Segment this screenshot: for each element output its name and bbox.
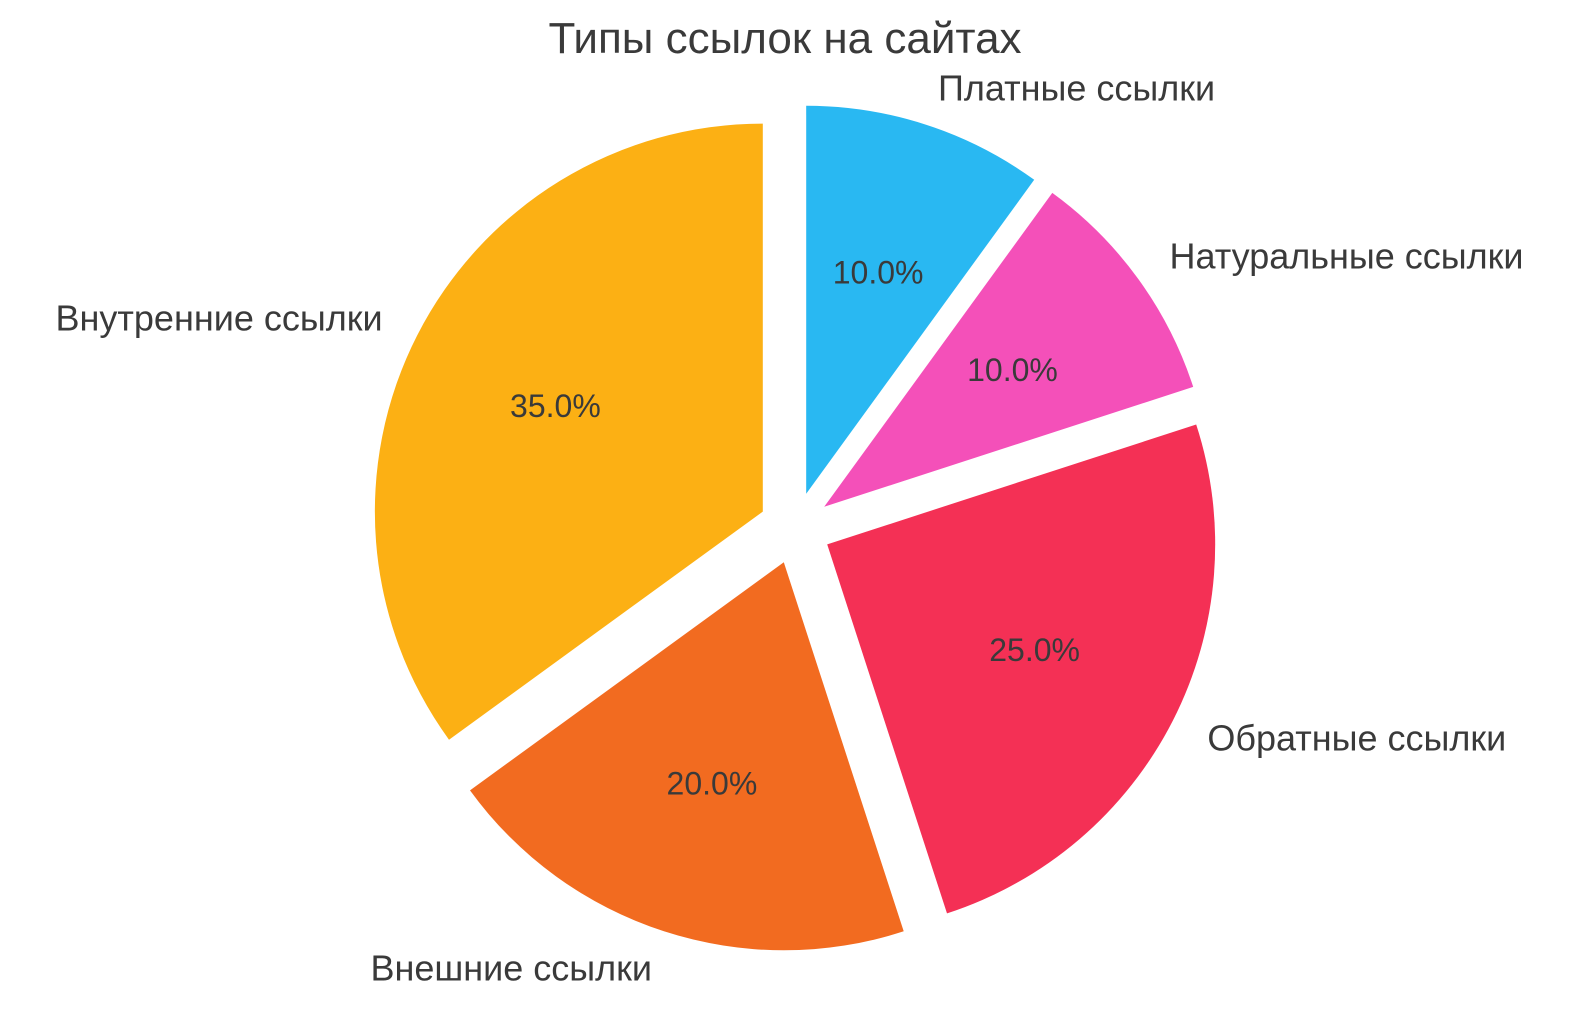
pie-percentage-labels: 10.0% 10.0% 25.0% 20.0% 35.0% bbox=[510, 254, 1080, 801]
pie-slice-4 bbox=[374, 123, 763, 740]
pie-pct-label-2: 25.0% bbox=[989, 632, 1080, 668]
pie-pct-label-3: 20.0% bbox=[667, 766, 758, 802]
pie-slices bbox=[374, 105, 1216, 951]
chart-title: Типы ссылок на сайтах bbox=[548, 14, 1021, 63]
pie-pct-label-0: 10.0% bbox=[833, 254, 924, 290]
pie-slice-0 bbox=[806, 105, 1035, 494]
pie-slice-2 bbox=[827, 424, 1216, 914]
pie-pct-label-1: 10.0% bbox=[967, 352, 1058, 388]
pie-slice-3 bbox=[470, 562, 904, 951]
pie-category-labels: Платные ссылки Натуральные ссылки Обратные… bbox=[56, 67, 1524, 988]
pie-category-label-4: Внутренние ссылки bbox=[56, 297, 383, 338]
pie-slice-1 bbox=[824, 192, 1194, 507]
pie-category-label-3: Внешние ссылки bbox=[370, 948, 652, 989]
pie-pct-label-4: 35.0% bbox=[510, 388, 601, 424]
pie-category-label-2: Обратные ссылки bbox=[1207, 718, 1506, 759]
pie-category-label-0: Платные ссылки bbox=[938, 67, 1215, 108]
pie-category-label-1: Натуральные ссылки bbox=[1170, 235, 1524, 276]
